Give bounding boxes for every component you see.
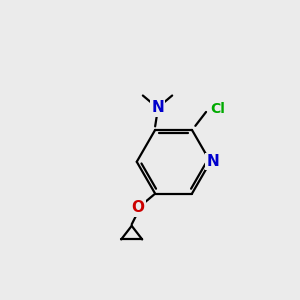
- Text: N: N: [151, 100, 164, 115]
- Text: N: N: [206, 154, 219, 169]
- Text: O: O: [132, 200, 145, 215]
- Text: Cl: Cl: [211, 102, 225, 116]
